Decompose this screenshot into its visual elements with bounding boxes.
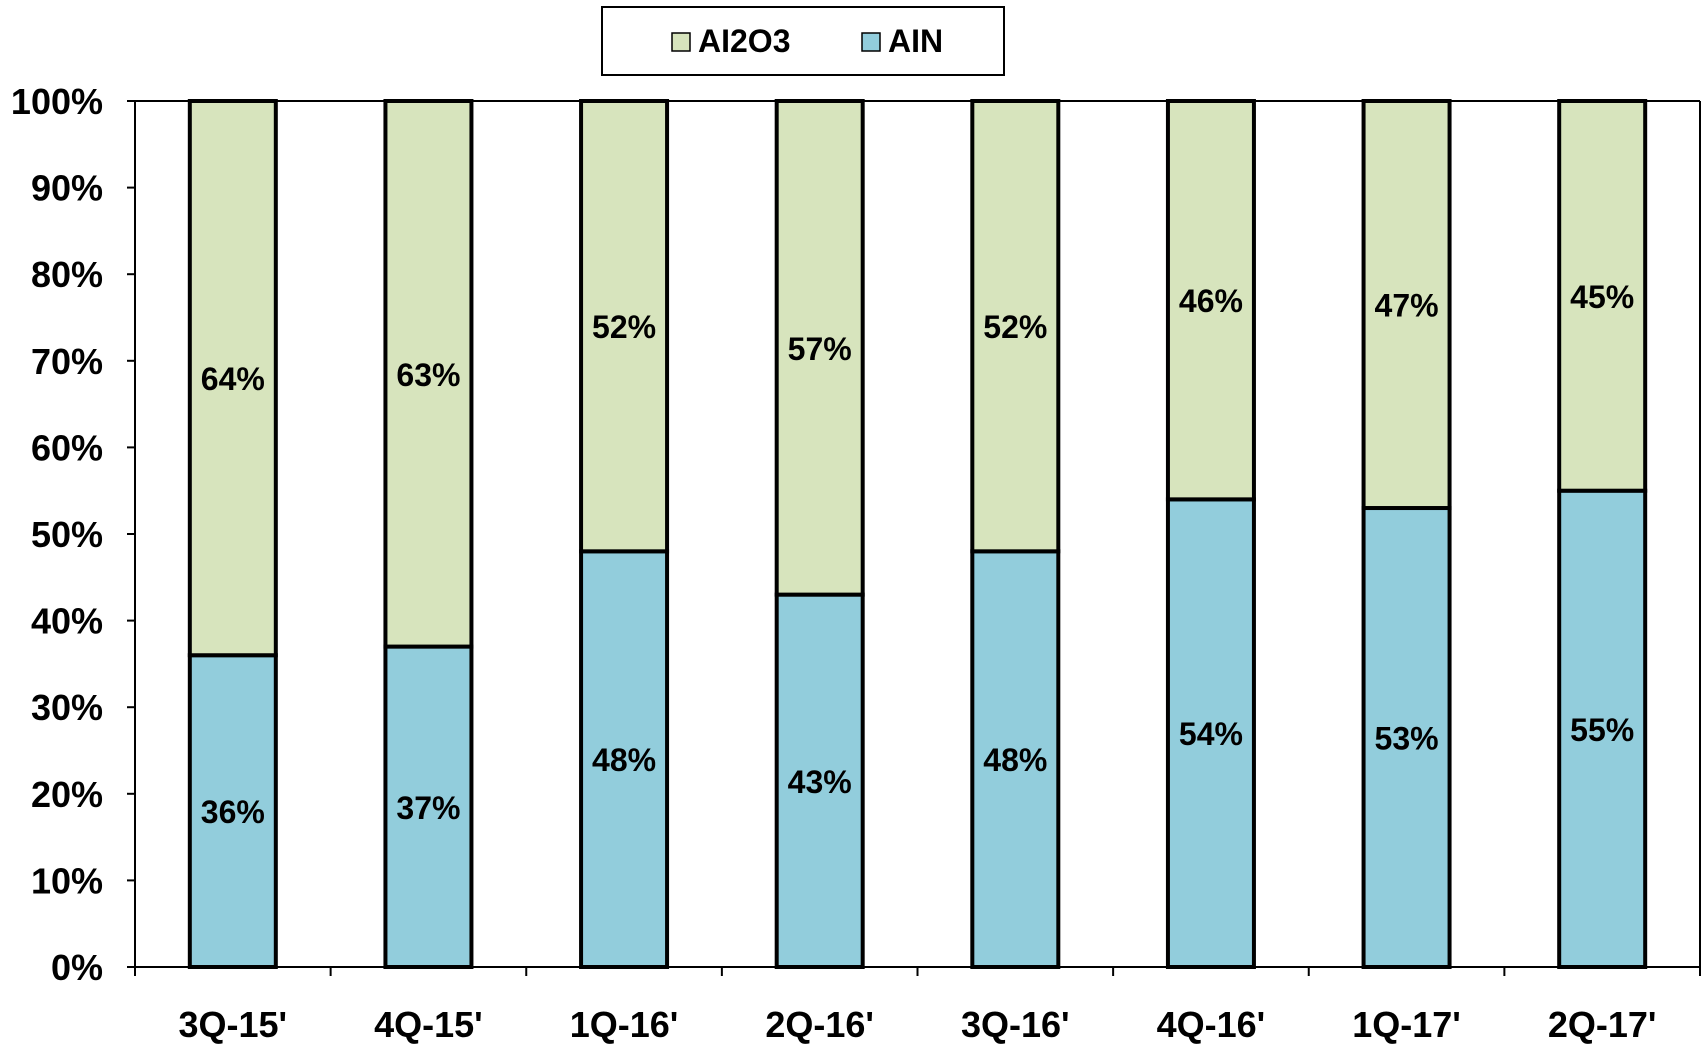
bar-ai2o3-4q-16: [1165, 99, 1256, 502]
data-label-ai2o3: 63%: [396, 357, 460, 393]
data-label-ain: 36%: [201, 794, 265, 830]
x-tick-label: 1Q-16': [570, 1004, 679, 1045]
bar-ain-4q-16: [1165, 497, 1256, 969]
y-tick-label: 20%: [31, 774, 103, 815]
x-tick-label: 3Q-16': [961, 1004, 1070, 1045]
bars: 36% 64% 37% 63% 48% 52% 43% 57% 48% 52% 54% 46% 53% 4…: [187, 99, 1648, 970]
bar-ain-3q-15: [187, 653, 278, 969]
bar-ai2o3-3q-15: [187, 99, 278, 658]
x-tick-label: 2Q-17': [1548, 1004, 1657, 1045]
data-label-ai2o3: 52%: [983, 309, 1047, 345]
data-label-ai2o3: 52%: [592, 309, 656, 345]
bar-ain-3q-16: [970, 549, 1061, 969]
y-tick-label: 50%: [31, 514, 103, 555]
legend-swatch-ain: [861, 32, 881, 52]
legend-swatch-ai2o3: [671, 32, 691, 52]
y-tick-label: 30%: [31, 687, 103, 728]
y-tick-label: 90%: [31, 168, 103, 209]
data-label-ai2o3: 64%: [201, 361, 265, 397]
x-axis: 3Q-15' 4Q-15' 1Q-16' 2Q-16' 3Q-16' 4Q-16' 1Q-1…: [134, 966, 1701, 1045]
x-tick-label: 1Q-17': [1352, 1004, 1461, 1045]
x-tick-label: 3Q-15': [179, 1004, 288, 1045]
y-tick-label: 70%: [31, 341, 103, 382]
legend: AI2O3 AIN: [601, 6, 1005, 76]
data-label-ain: 54%: [1179, 716, 1243, 752]
y-tick-label: 80%: [31, 254, 103, 295]
x-tick-label: 4Q-16': [1157, 1004, 1266, 1045]
y-tick-label: 0%: [51, 947, 103, 988]
bar-ai2o3-1q-17: [1361, 99, 1452, 511]
data-label-ai2o3: 45%: [1570, 279, 1634, 315]
x-tick-label: 4Q-15': [374, 1004, 483, 1045]
x-tick-label: 2Q-16': [765, 1004, 874, 1045]
y-tick-label: 10%: [31, 860, 103, 901]
bar-ai2o3-1q-16: [579, 99, 670, 554]
bar-ai2o3-2q-16: [774, 99, 865, 597]
data-label-ai2o3: 47%: [1375, 288, 1439, 324]
legend-label-ai2o3: AI2O3: [698, 23, 790, 59]
legend-box: [601, 6, 1005, 76]
data-label-ain: 48%: [592, 742, 656, 778]
bar-ai2o3-2q-17: [1557, 99, 1648, 493]
data-label-ai2o3: 46%: [1179, 283, 1243, 319]
data-label-ain: 37%: [396, 790, 460, 826]
bar-ai2o3-4q-15: [383, 99, 474, 649]
y-tick-label: 60%: [31, 427, 103, 468]
data-label-ain: 43%: [788, 764, 852, 800]
legend-label-ain: AIN: [888, 23, 943, 59]
y-axis: 0% 10% 20% 30% 40% 50% 60% 70% 80% 90% 100%: [11, 81, 1701, 988]
data-label-ain: 53%: [1375, 721, 1439, 757]
data-label-ain: 55%: [1570, 712, 1634, 748]
bar-ai2o3-3q-16: [970, 99, 1061, 554]
y-tick-label: 100%: [11, 81, 103, 122]
data-label-ai2o3: 57%: [788, 331, 852, 367]
y-tick-label: 40%: [31, 601, 103, 642]
data-label-ain: 48%: [983, 742, 1047, 778]
